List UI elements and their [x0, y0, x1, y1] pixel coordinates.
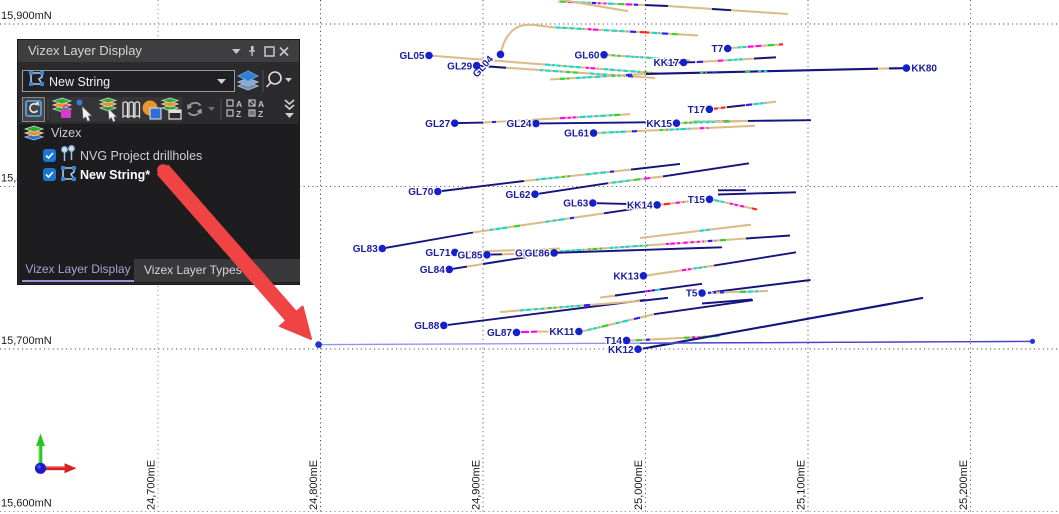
svg-text:GL60: GL60 — [574, 50, 599, 61]
svg-text:KK14: KK14 — [627, 201, 653, 212]
svg-text:GL87: GL87 — [487, 328, 512, 339]
svg-text:24,800mE: 24,800mE — [308, 460, 320, 510]
svg-text:T7: T7 — [712, 44, 724, 55]
svg-text:A: A — [236, 99, 242, 109]
svg-text:GL85: GL85 — [457, 250, 482, 261]
svg-text:Vizex: Vizex — [51, 126, 82, 140]
svg-text:KK80: KK80 — [911, 64, 937, 75]
svg-text:GL63: GL63 — [563, 199, 588, 210]
svg-text:24,700mE: 24,700mE — [146, 460, 158, 510]
svg-text:KK17: KK17 — [654, 58, 680, 69]
svg-text:GL88: GL88 — [414, 321, 439, 332]
svg-text:GL24: GL24 — [506, 119, 531, 130]
svg-text:A: A — [258, 99, 264, 109]
svg-text:15,600mN: 15,600mN — [1, 498, 52, 510]
svg-text:Z: Z — [258, 109, 263, 119]
svg-text:KK11: KK11 — [549, 327, 574, 338]
svg-text:25,200mE: 25,200mE — [958, 460, 970, 510]
svg-text:GL86: GL86 — [525, 249, 550, 260]
svg-text:GL84: GL84 — [420, 265, 445, 276]
svg-text:GL05: GL05 — [399, 51, 424, 62]
svg-text:GL83: GL83 — [353, 244, 378, 255]
svg-text:T15: T15 — [688, 195, 706, 206]
svg-text:KK12: KK12 — [608, 345, 634, 356]
svg-text:GL29: GL29 — [447, 61, 472, 72]
svg-text:KK13: KK13 — [613, 271, 639, 282]
svg-text:GL61: GL61 — [564, 129, 589, 140]
svg-text:KK15: KK15 — [646, 119, 672, 130]
svg-text:New String: New String — [49, 75, 110, 89]
svg-text:GL27: GL27 — [425, 119, 450, 130]
svg-text:GL71: GL71 — [425, 248, 450, 259]
svg-text:NVG Project drillholes: NVG Project drillholes — [80, 149, 202, 163]
svg-text:25,100mE: 25,100mE — [796, 460, 808, 510]
svg-text:24,900mE: 24,900mE — [471, 460, 483, 510]
svg-text:Z: Z — [236, 109, 241, 119]
svg-text:GL70: GL70 — [408, 187, 433, 198]
svg-text:T17: T17 — [688, 105, 706, 116]
svg-text:GL90: GL90 — [515, 249, 540, 260]
svg-text:15,700mN: 15,700mN — [1, 335, 52, 347]
svg-text:15,900mN: 15,900mN — [1, 10, 52, 22]
svg-text:T14: T14 — [605, 336, 623, 347]
svg-text:GL62: GL62 — [505, 190, 530, 201]
svg-text:New String*: New String* — [80, 168, 150, 182]
svg-text:25,000mE: 25,000mE — [633, 460, 645, 510]
svg-text:T5: T5 — [686, 289, 698, 300]
